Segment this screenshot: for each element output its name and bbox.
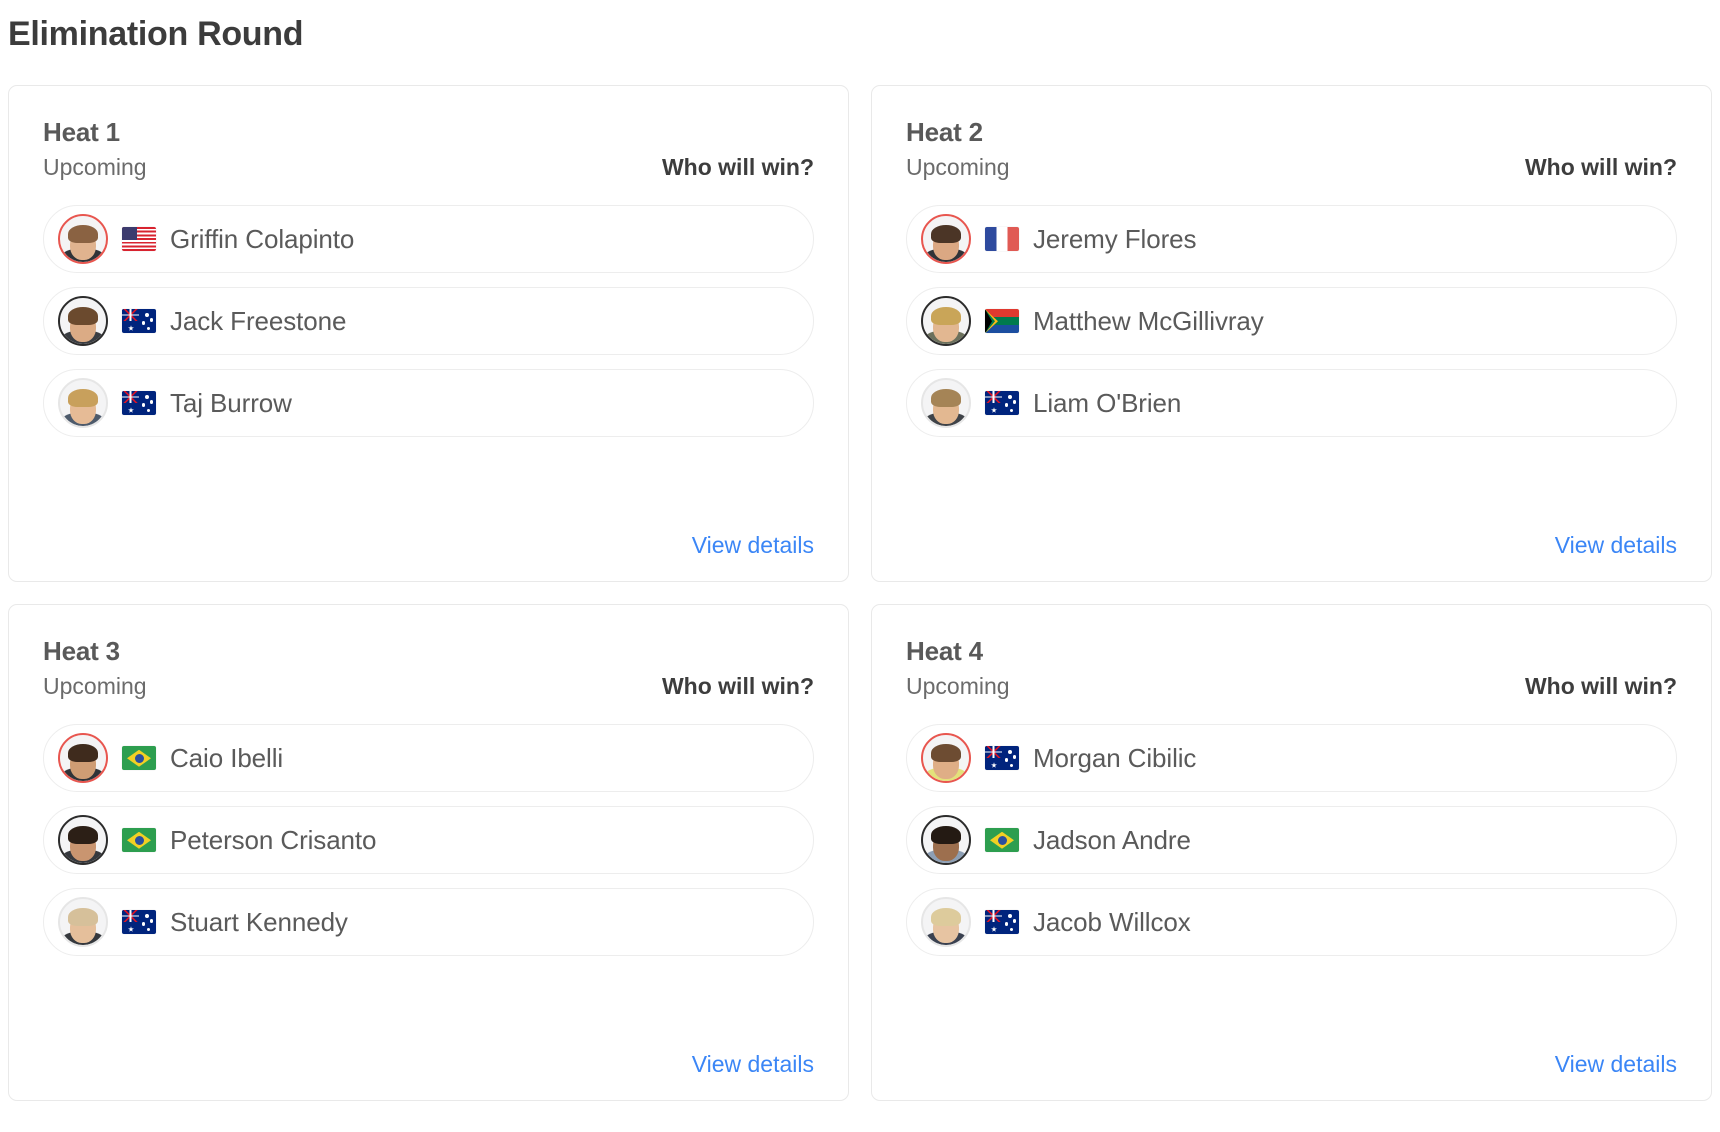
card-footer: View details <box>43 516 814 559</box>
card-footer: View details <box>906 1035 1677 1078</box>
athlete-name: Stuart Kennedy <box>170 906 348 937</box>
athlete-avatar <box>58 733 108 784</box>
athlete-row[interactable]: Matthew McGillivray <box>906 287 1677 356</box>
flag-australia-icon <box>122 391 156 416</box>
athlete-row[interactable]: Stuart Kennedy <box>43 888 814 957</box>
athlete-name: Caio Ibelli <box>170 742 284 773</box>
flag-usa-icon <box>122 227 156 252</box>
athlete-row[interactable]: Jacob Willcox <box>906 888 1677 957</box>
flag-brazil-icon <box>122 828 156 853</box>
athlete-row[interactable]: Liam O'Brien <box>906 369 1677 438</box>
flag-france-icon <box>985 227 1019 252</box>
heat-title: Heat 2 <box>906 116 983 147</box>
heat-status: Upcoming <box>43 154 147 181</box>
heat-status: Upcoming <box>906 154 1010 181</box>
athlete-avatar <box>58 897 108 948</box>
athlete-name: Liam O'Brien <box>1033 387 1182 418</box>
heat-question: Who will win? <box>1524 154 1677 181</box>
athlete-name: Griffin Colapinto <box>170 223 355 254</box>
flag-australia-icon <box>985 910 1019 935</box>
page-title: Elimination Round <box>8 15 304 53</box>
heat-card: Heat 2 Upcoming Who will win? Jeremy Flores… <box>871 84 1712 582</box>
view-details-link[interactable]: View details <box>691 531 814 558</box>
athlete-row[interactable]: Peterson Crisanto <box>43 806 814 875</box>
athlete-avatar <box>921 733 971 784</box>
heat-subheader: Upcoming Who will win? <box>43 154 814 181</box>
heat-status: Upcoming <box>906 673 1010 700</box>
athlete-list: Caio Ibelli Peterson Crisanto Stuart Kenne… <box>43 724 814 957</box>
heat-subheader: Upcoming Who will win? <box>43 673 814 700</box>
athlete-name: Peterson Crisanto <box>170 824 377 855</box>
flag-australia-icon <box>122 309 156 334</box>
heat-status: Upcoming <box>43 673 147 700</box>
athlete-row[interactable]: Jeremy Flores <box>906 205 1677 274</box>
athlete-avatar <box>921 296 971 347</box>
athlete-list: Jeremy Flores Matthew McGillivray Liam O'B… <box>906 205 1677 438</box>
heat-title: Heat 4 <box>906 635 983 666</box>
athlete-list: Morgan Cibilic Jadson Andre Jacob Willcox <box>906 724 1677 957</box>
athlete-list: Griffin Colapinto Jack Freestone Taj Burro… <box>43 205 814 438</box>
athlete-row[interactable]: Jadson Andre <box>906 806 1677 875</box>
heat-subheader: Upcoming Who will win? <box>906 673 1677 700</box>
flag-brazil-icon <box>122 746 156 771</box>
heat-subheader: Upcoming Who will win? <box>906 154 1677 181</box>
heat-title: Heat 1 <box>43 116 120 147</box>
athlete-avatar <box>921 214 971 265</box>
athlete-name: Jack Freestone <box>170 305 347 336</box>
athlete-avatar <box>58 378 108 429</box>
flag-australia-icon <box>122 910 156 935</box>
flag-australia-icon <box>985 746 1019 771</box>
heat-card: Heat 3 Upcoming Who will win? Caio Ibelli Pe… <box>8 603 849 1101</box>
athlete-row[interactable]: Morgan Cibilic <box>906 724 1677 793</box>
card-footer: View details <box>43 1035 814 1078</box>
athlete-row[interactable]: Caio Ibelli <box>43 724 814 793</box>
athlete-row[interactable]: Griffin Colapinto <box>43 205 814 274</box>
heat-question: Who will win? <box>661 673 814 700</box>
view-details-link[interactable]: View details <box>691 1050 814 1077</box>
athlete-row[interactable]: Taj Burrow <box>43 369 814 438</box>
flag-south-africa-icon <box>985 309 1019 334</box>
athlete-row[interactable]: Jack Freestone <box>43 287 814 356</box>
heat-question: Who will win? <box>661 154 814 181</box>
athlete-avatar <box>921 378 971 429</box>
heat-title: Heat 3 <box>43 635 120 666</box>
athlete-avatar <box>921 815 971 866</box>
view-details-link[interactable]: View details <box>1554 531 1677 558</box>
athlete-avatar <box>58 214 108 265</box>
athlete-name: Jadson Andre <box>1033 824 1191 855</box>
heats-grid: Heat 1 Upcoming Who will win? Griffin Colap… <box>0 84 1720 1101</box>
heat-card: Heat 4 Upcoming Who will win? Morgan Cibili… <box>871 603 1712 1101</box>
athlete-name: Jeremy Flores <box>1033 223 1197 254</box>
card-footer: View details <box>906 516 1677 559</box>
view-details-link[interactable]: View details <box>1554 1050 1677 1077</box>
heat-card: Heat 1 Upcoming Who will win? Griffin Colap… <box>8 84 849 582</box>
athlete-name: Taj Burrow <box>170 387 292 418</box>
heat-question: Who will win? <box>1524 673 1677 700</box>
athlete-avatar <box>58 296 108 347</box>
athlete-name: Jacob Willcox <box>1033 906 1191 937</box>
athlete-name: Matthew McGillivray <box>1033 305 1264 336</box>
athlete-avatar <box>58 815 108 866</box>
athlete-avatar <box>921 897 971 948</box>
flag-brazil-icon <box>985 828 1019 853</box>
flag-australia-icon <box>985 391 1019 416</box>
athlete-name: Morgan Cibilic <box>1033 742 1197 773</box>
